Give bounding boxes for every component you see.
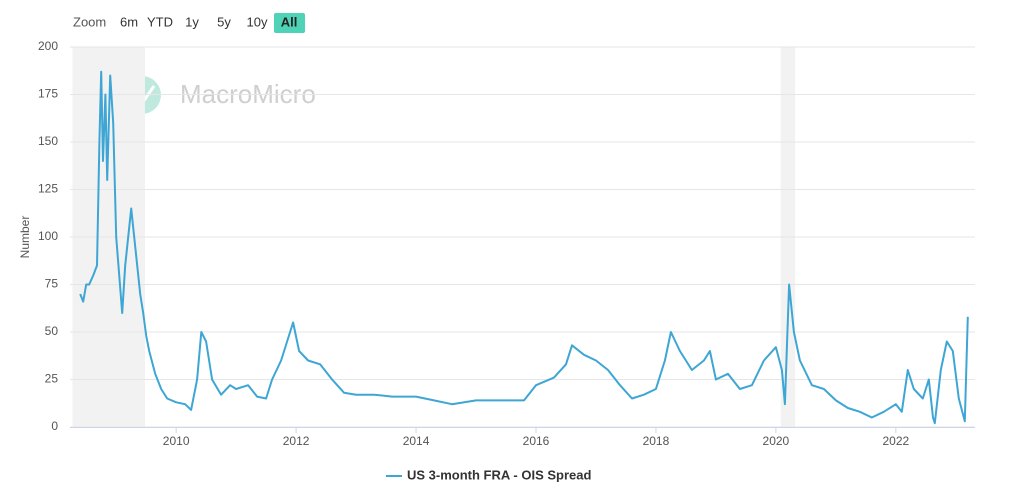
zoom-button[interactable]: 1y — [185, 14, 199, 29]
zoom-button[interactable]: All — [281, 14, 298, 29]
y-tick-label: 75 — [45, 277, 59, 291]
zoom-button[interactable]: YTD — [147, 14, 173, 29]
y-tick-label: 125 — [38, 182, 58, 196]
y-tick-label: 25 — [45, 372, 59, 386]
y-axis-label: Number — [18, 216, 32, 259]
x-tick-label: 2014 — [403, 434, 430, 448]
y-tick-label: 200 — [38, 39, 58, 53]
watermark-text: MacroMicro — [180, 79, 316, 109]
x-tick-label: 2010 — [163, 434, 190, 448]
zoom-button[interactable]: 6m — [120, 14, 138, 29]
zoom-button-bg[interactable] — [274, 13, 305, 33]
y-tick-label: 175 — [38, 87, 58, 101]
y-tick-label: 50 — [45, 324, 59, 338]
y-tick-label: 0 — [51, 419, 58, 433]
x-tick-label: 2018 — [643, 434, 670, 448]
zoom-button[interactable]: 10y — [247, 14, 268, 29]
x-tick-label: 2022 — [882, 434, 909, 448]
zoom-label: Zoom — [73, 14, 106, 29]
y-tick-label: 150 — [38, 134, 58, 148]
legend-label[interactable]: US 3-month FRA - OIS Spread — [407, 467, 591, 482]
y-tick-label: 100 — [38, 229, 58, 243]
x-tick-label: 2012 — [283, 434, 310, 448]
line-series — [79, 70, 969, 425]
zoom-button[interactable]: 5y — [217, 14, 231, 29]
x-tick-label: 2020 — [763, 434, 790, 448]
x-tick-label: 2016 — [523, 434, 550, 448]
